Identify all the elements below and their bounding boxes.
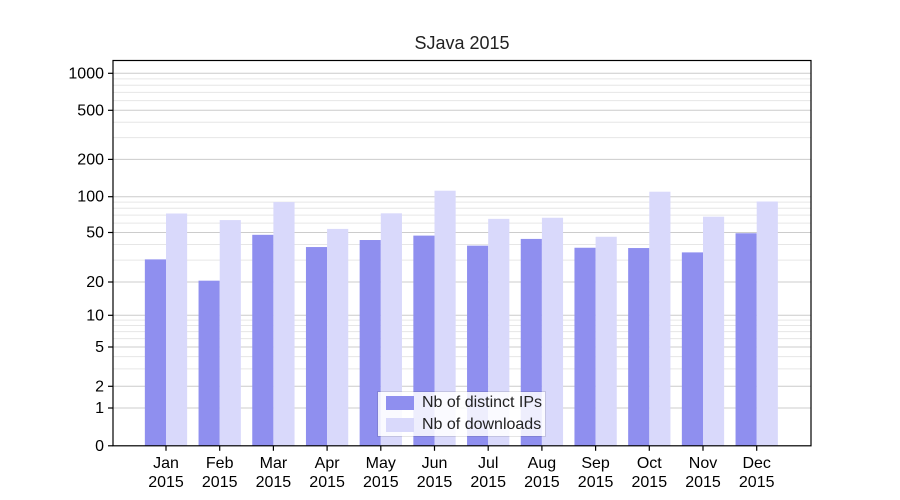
svg-text:2015: 2015: [363, 474, 399, 491]
svg-text:100: 100: [77, 189, 104, 206]
svg-text:2015: 2015: [578, 474, 614, 491]
svg-text:2015: 2015: [256, 474, 292, 491]
svg-text:Aug: Aug: [528, 455, 556, 472]
svg-text:2015: 2015: [309, 474, 345, 491]
svg-text:2015: 2015: [632, 474, 668, 491]
svg-text:Jan: Jan: [153, 455, 179, 472]
svg-text:Oct: Oct: [637, 455, 662, 472]
svg-text:2015: 2015: [202, 474, 238, 491]
svg-text:0: 0: [95, 438, 104, 455]
svg-text:May: May: [366, 455, 396, 472]
svg-text:500: 500: [77, 102, 104, 119]
svg-text:Jun: Jun: [422, 455, 448, 472]
svg-text:2015: 2015: [148, 474, 184, 491]
svg-text:2: 2: [95, 378, 104, 395]
svg-text:2015: 2015: [470, 474, 506, 491]
svg-text:Dec: Dec: [742, 455, 770, 472]
svg-text:2015: 2015: [417, 474, 453, 491]
svg-text:20: 20: [86, 274, 104, 291]
svg-text:Sep: Sep: [581, 455, 610, 472]
svg-text:Jul: Jul: [478, 455, 498, 472]
svg-text:50: 50: [86, 225, 104, 242]
svg-text:2015: 2015: [739, 474, 775, 491]
svg-text:5: 5: [95, 339, 104, 356]
svg-text:Mar: Mar: [260, 455, 288, 472]
svg-text:Nov: Nov: [689, 455, 717, 472]
svg-text:Apr: Apr: [315, 455, 341, 472]
svg-text:2015: 2015: [524, 474, 560, 491]
svg-text:2015: 2015: [685, 474, 721, 491]
svg-text:10: 10: [86, 307, 104, 324]
svg-text:1: 1: [95, 400, 104, 417]
svg-text:1000: 1000: [68, 65, 104, 82]
svg-text:200: 200: [77, 151, 104, 168]
svg-text:Feb: Feb: [206, 455, 234, 472]
